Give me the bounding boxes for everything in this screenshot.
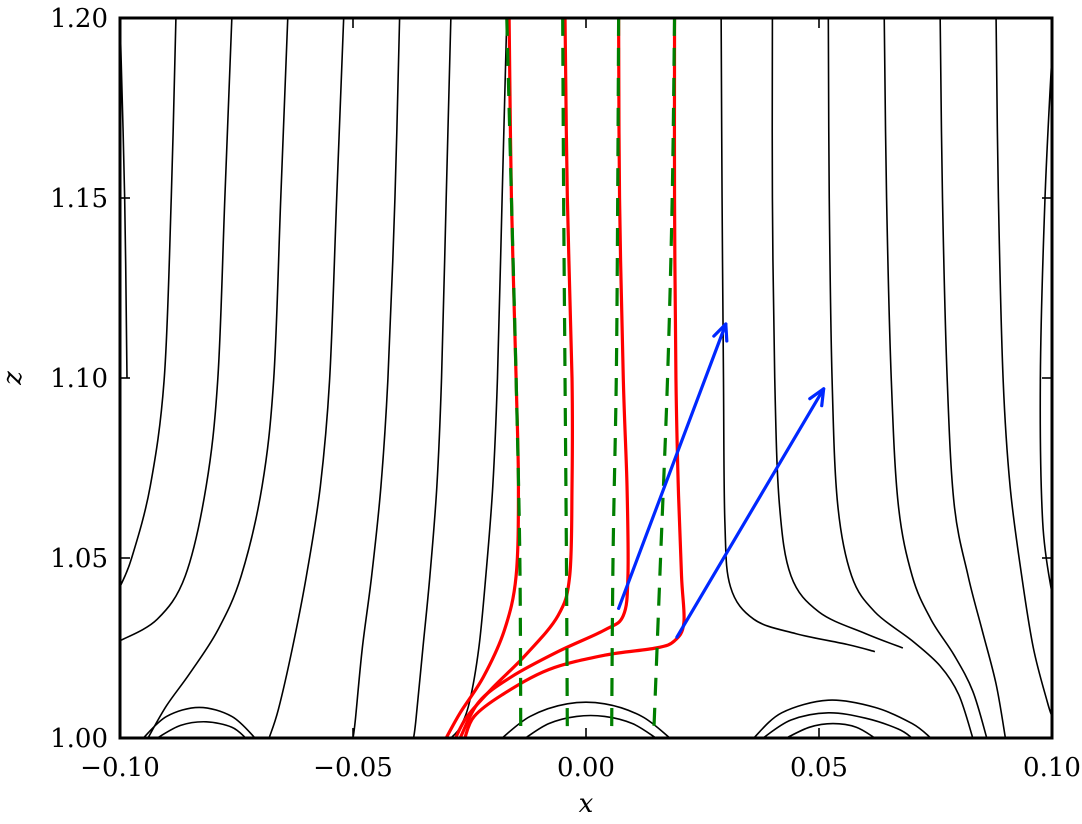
x-axis-label: x xyxy=(579,789,594,819)
x-tick-label-1: −0.05 xyxy=(313,753,393,783)
ticks-layer: −0.10 −0.05 0.00 0.05 0.10 1.00 1.05 1.10 1.15 1.… xyxy=(50,4,1081,783)
black-thin-line-13 xyxy=(995,18,1052,717)
green-dashed-line-3 xyxy=(651,18,677,738)
arrows-layer xyxy=(617,322,826,639)
x-tick-label-0: −0.10 xyxy=(80,753,160,783)
black-thin-line-19 xyxy=(753,699,932,738)
green-dashed-line-2 xyxy=(610,18,621,738)
black-thin-line-21 xyxy=(786,722,876,738)
y-axis-label: z xyxy=(0,371,28,386)
green-dashed-line-1 xyxy=(561,18,569,738)
black-thin-line-5 xyxy=(352,18,401,738)
black-thin-line-18 xyxy=(524,714,657,738)
black-thin-line-15 xyxy=(142,706,256,738)
black-thin-line-9 xyxy=(771,18,904,649)
black-thin-line-1 xyxy=(120,18,177,588)
x-tick-label-3: 0.05 xyxy=(790,753,848,783)
arrow-0 xyxy=(617,322,729,611)
black-thin-line-3 xyxy=(147,18,289,738)
black-thin-line-16 xyxy=(156,720,247,738)
green-dashed-line-0 xyxy=(505,18,523,738)
black-thin-line-20 xyxy=(762,711,913,738)
y-tick-label-1: 1.05 xyxy=(50,544,108,574)
y-tick-label-2: 1.10 xyxy=(50,364,108,394)
black-thin-line-6 xyxy=(412,18,452,738)
black-thin-line-8 xyxy=(720,18,876,653)
y-tick-label-0: 1.00 xyxy=(50,724,108,754)
x-tick-label-2: 0.00 xyxy=(557,753,615,783)
x-tick-label-4: 0.10 xyxy=(1023,753,1081,783)
black-thin-line-17 xyxy=(501,701,671,738)
black-thin-line-4 xyxy=(268,18,345,738)
black-thin-line-10 xyxy=(827,18,974,738)
black-thin-line-14 xyxy=(1039,53,1052,595)
black-thin-line-7 xyxy=(450,18,508,738)
plot-background xyxy=(120,18,1052,738)
black-thin-line-12 xyxy=(939,18,1007,738)
black-thin-line-11 xyxy=(883,18,988,738)
y-tick-label-4: 1.20 xyxy=(50,4,108,34)
black-thin-line-2 xyxy=(120,18,233,642)
arrow-1 xyxy=(675,387,826,639)
y-tick-label-3: 1.15 xyxy=(50,184,108,214)
